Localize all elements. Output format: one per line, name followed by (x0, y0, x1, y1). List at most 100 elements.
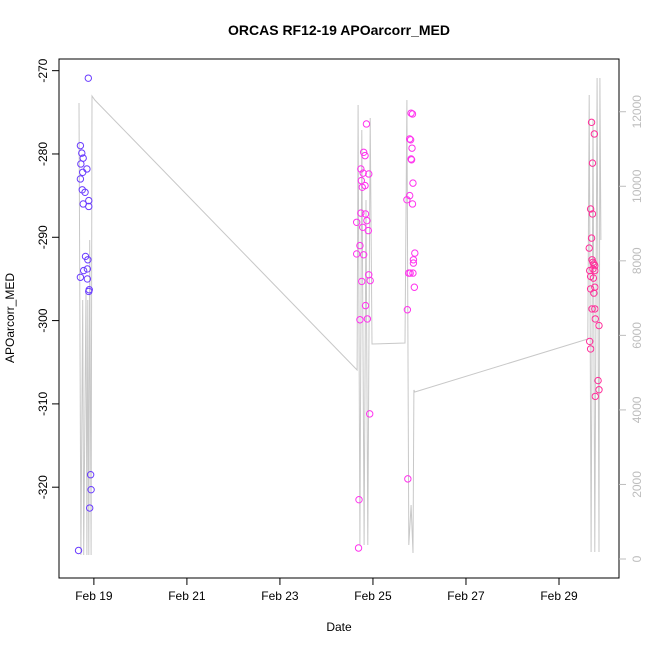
y2-tick-label: 4000 (630, 396, 644, 423)
data-point (591, 305, 599, 313)
data-point (357, 165, 365, 173)
line-layer (78, 77, 602, 556)
data-point (361, 301, 370, 310)
data-point (405, 135, 414, 143)
data-point (588, 159, 597, 167)
data-point (83, 275, 92, 283)
data-point (406, 136, 415, 144)
data-point (410, 283, 419, 291)
data-point (590, 130, 599, 138)
data-point (74, 546, 83, 555)
y-tick-label: -320 (36, 475, 50, 499)
data-point (406, 269, 414, 277)
data-point (403, 196, 411, 204)
data-point (408, 144, 416, 152)
data-point (84, 256, 92, 264)
y-tick-label: -270 (36, 58, 50, 82)
data-point (352, 218, 361, 226)
y-axis-label: APOarcorr_MED (3, 273, 17, 363)
y2-tick-label: 2000 (630, 471, 644, 498)
data-point (585, 244, 593, 252)
data-point (364, 226, 373, 235)
data-point (588, 305, 596, 313)
data-point (354, 544, 363, 552)
data-point (356, 316, 364, 324)
data-point (411, 249, 419, 257)
data-point (407, 109, 415, 117)
data-point (587, 118, 596, 127)
data-point (86, 470, 95, 479)
data-point (408, 110, 417, 118)
data-point (591, 266, 599, 275)
data-point (591, 392, 599, 401)
x-tick-label: Feb 23 (261, 589, 299, 603)
data-point (409, 269, 417, 277)
data-point (85, 287, 93, 296)
y2-tick-label: 8000 (630, 247, 644, 274)
data-point (359, 223, 367, 231)
data-point (356, 241, 364, 250)
data-point (361, 210, 370, 218)
data-point (363, 216, 371, 225)
data-point (409, 256, 418, 264)
data-point (77, 160, 85, 168)
data-point (586, 205, 595, 213)
data-point (76, 175, 85, 183)
data-point (355, 495, 363, 504)
data-point (595, 386, 603, 394)
data-point (81, 188, 89, 196)
data-point (87, 485, 95, 494)
data-point (359, 251, 368, 259)
plot-frame (58, 58, 620, 579)
y-tick-label: -280 (36, 142, 50, 166)
point-layer (74, 74, 603, 555)
data-point (588, 210, 597, 218)
data-point (76, 141, 85, 150)
altitude-line (78, 77, 602, 556)
x-tick-label: Feb 21 (168, 589, 206, 603)
data-point (76, 273, 85, 281)
data-point (590, 289, 598, 297)
axes: Feb 19 Feb 21 Feb 23 Feb 25 Feb 27 Feb 29 -270… (36, 58, 644, 603)
data-point (84, 74, 93, 82)
data-point (85, 504, 94, 512)
data-point (365, 410, 374, 418)
y2-tick-label: 10000 (630, 169, 644, 203)
data-point (404, 475, 412, 483)
data-point (79, 168, 87, 176)
data-point (409, 259, 418, 267)
data-point (352, 250, 361, 258)
data-point (358, 277, 366, 286)
y2-tick-label: 12000 (630, 95, 644, 129)
data-point (407, 156, 416, 164)
chart-title: ORCAS RF12-19 APOarcorr_MED (228, 22, 450, 38)
data-point (403, 306, 412, 314)
y2-tick-label: 6000 (630, 322, 644, 349)
data-point (361, 181, 369, 190)
data-point (85, 202, 93, 211)
data-point (589, 274, 598, 282)
data-point (589, 265, 597, 273)
data-point (586, 345, 595, 353)
data-point (362, 120, 371, 128)
x-tick-label: Feb 25 (354, 589, 392, 603)
data-point (365, 170, 373, 178)
data-point (591, 315, 599, 323)
data-point (594, 376, 602, 385)
y-tick-label: -290 (36, 225, 50, 249)
y-tick-label: -300 (36, 308, 50, 332)
data-point (359, 169, 367, 177)
data-point (363, 315, 372, 323)
data-point (408, 200, 417, 208)
data-point (585, 337, 594, 346)
y-tick-label: -310 (36, 392, 50, 416)
data-point (595, 321, 603, 330)
data-point (587, 234, 596, 242)
y2-tick-label: 0 (630, 555, 644, 562)
data-point (79, 266, 88, 275)
x-axis-label: Date (326, 620, 352, 634)
data-point (361, 151, 369, 160)
data-point (83, 165, 91, 173)
data-point (359, 148, 368, 157)
